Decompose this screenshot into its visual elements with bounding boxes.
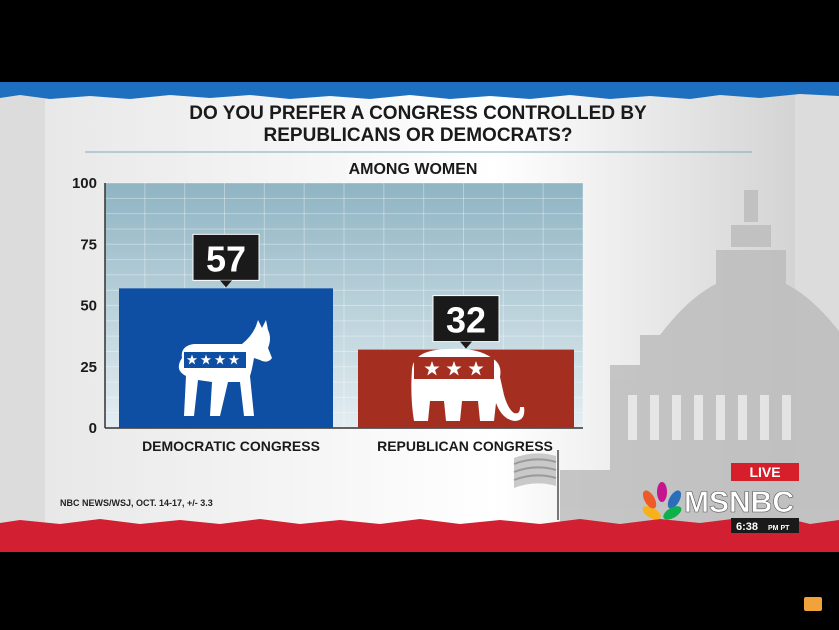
x-tick-label: DEMOCRATIC CONGRESS xyxy=(142,438,320,454)
star-icon xyxy=(186,354,198,365)
bottom-red-stripe xyxy=(0,518,839,552)
time-suffix: PM PT xyxy=(768,525,790,532)
y-tick-label: 25 xyxy=(80,359,97,376)
source-note: NBC NEWS/WSJ, OCT. 14-17, +/- 3.3 xyxy=(60,498,213,508)
time-badge xyxy=(731,518,799,533)
data-label: 57 xyxy=(206,238,246,279)
y-tick-label: 0 xyxy=(89,420,97,437)
corner-watermark xyxy=(804,597,822,611)
chart-title-line-1: DO YOU PREFER A CONGRESS CONTROLLED BY xyxy=(189,103,647,124)
star-icon xyxy=(468,361,484,376)
network-logo: MSNBC xyxy=(684,486,794,519)
star-icon xyxy=(228,354,240,365)
value-callout: 32 xyxy=(432,295,500,349)
live-label: LIVE xyxy=(749,464,780,480)
chart-subtitle: AMONG WOMEN xyxy=(349,161,478,178)
live-badge xyxy=(731,463,799,481)
y-tick-label: 100 xyxy=(72,175,97,192)
donkey-icon xyxy=(178,320,272,416)
time-value: 6:38 xyxy=(736,521,758,533)
value-callout-pointer xyxy=(220,280,232,288)
elephant-icon xyxy=(411,348,525,421)
y-tick-label: 75 xyxy=(80,236,97,253)
value-callout-box xyxy=(432,295,500,343)
star-icon xyxy=(424,361,440,376)
chart-title-line-2: REPUBLICANS OR DEMOCRATS? xyxy=(264,125,573,146)
value-callout-pointer xyxy=(460,341,472,349)
star-icon xyxy=(446,361,462,376)
y-tick-label: 50 xyxy=(80,298,97,315)
value-callout: 57 xyxy=(192,233,260,288)
peacock-icon xyxy=(642,482,682,520)
top-blue-stripe xyxy=(0,82,839,99)
star-icon xyxy=(200,354,212,365)
x-tick-label: REPUBLICAN CONGRESS xyxy=(377,438,553,454)
data-label: 32 xyxy=(446,300,486,341)
donkey-star-band xyxy=(184,352,246,368)
star-icon xyxy=(214,354,226,365)
flag-icon xyxy=(513,450,559,520)
plot-area: 0 25 50 75 100 57 DEMOCRATIC CONGRESS 32 REPUBLI… xyxy=(72,175,584,454)
network-bug: LIVE MSNBC 6:38 PM PT xyxy=(642,463,799,533)
